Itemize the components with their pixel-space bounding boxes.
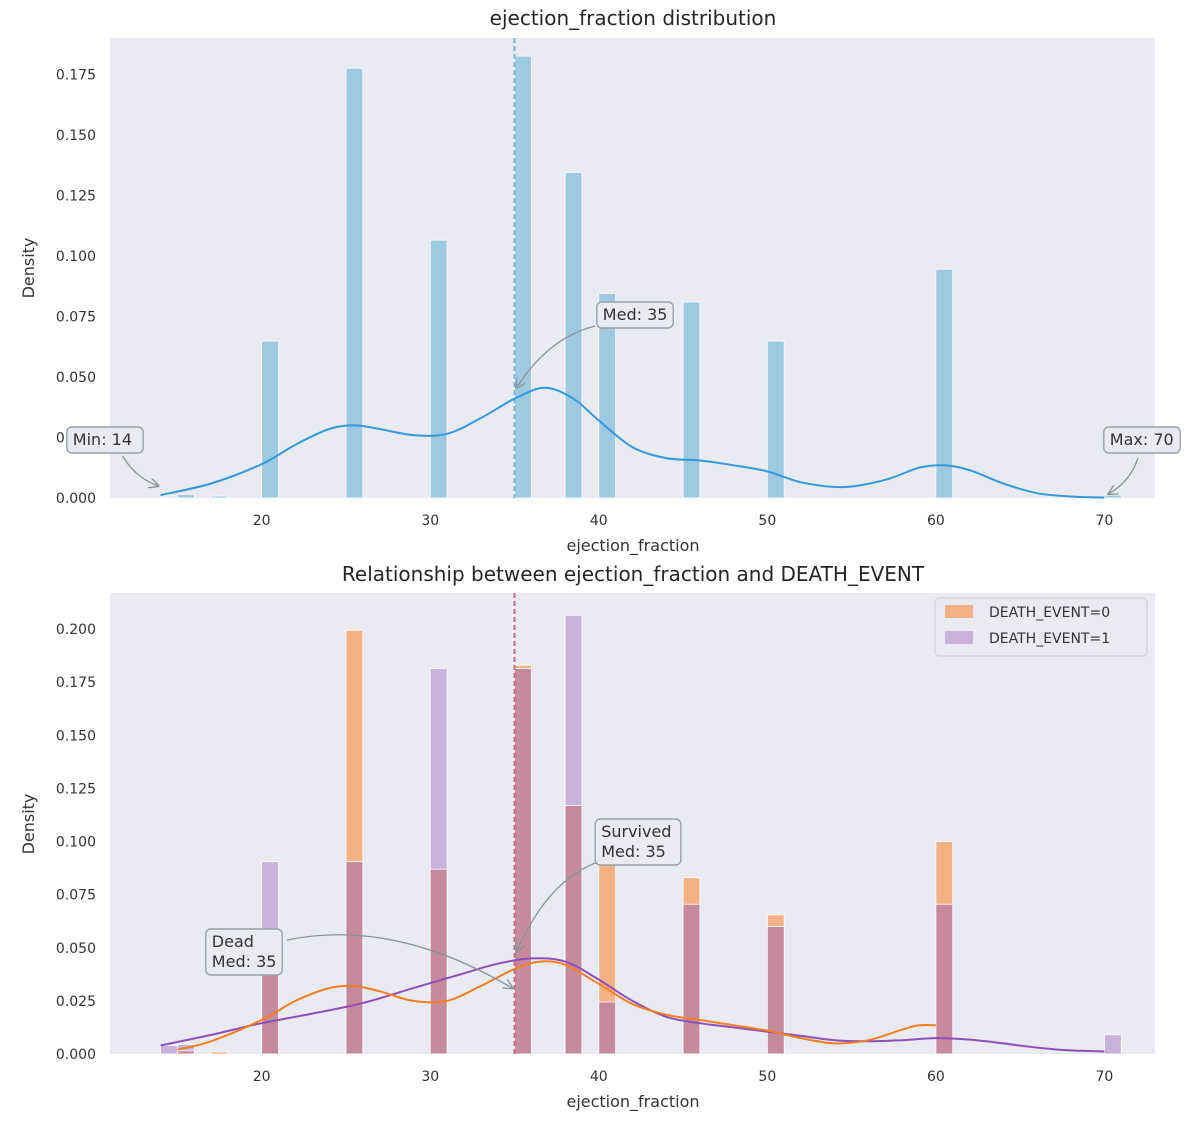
panel1-y-tick-label: 0.150 xyxy=(56,128,96,144)
histogram-bar xyxy=(1104,494,1122,499)
panel1-y-tick-label: 0.050 xyxy=(56,370,96,386)
survived-annotation-text: Survived xyxy=(601,822,671,841)
panel2-x-tick-label: 50 xyxy=(758,1069,776,1085)
panel2-y-tick-label: 0.100 xyxy=(56,835,96,851)
panel2-x-tick-label: 20 xyxy=(253,1069,271,1085)
panel2-y-tick-label: 0.050 xyxy=(56,941,96,957)
panel2-y-tick-label: 0.125 xyxy=(56,781,96,797)
min-annotation-box xyxy=(66,426,144,454)
legend-swatch-dead xyxy=(945,631,973,644)
panel1-y-tick-label: 0.075 xyxy=(56,309,96,325)
median-arrow xyxy=(517,325,596,388)
dead-bar xyxy=(160,1045,178,1055)
overlap-bar xyxy=(514,668,532,1055)
panel2-x-tick-label: 40 xyxy=(590,1069,608,1085)
panel1-x-tick-label: 50 xyxy=(758,513,776,529)
distribution-panel: ejection_fraction distribution 0.0000.02… xyxy=(19,6,1181,556)
overlap-bar xyxy=(564,805,583,1055)
overlap-bar xyxy=(682,903,701,1055)
panel2-title: Relationship between ejection_fraction a… xyxy=(342,562,925,586)
panel2-y-tick-label: 0.025 xyxy=(56,994,96,1010)
panel2-y-tick-label: 0.000 xyxy=(56,1047,96,1063)
panel2-x-ticks: 20 30 40 50 60 70 xyxy=(253,1069,1114,1085)
panel1-lines xyxy=(160,38,1105,499)
survived-annotation-text: Med: 35 xyxy=(601,842,666,861)
panel1-x-tick-label: 20 xyxy=(253,513,271,529)
panel1-x-tick-label: 60 xyxy=(927,513,945,529)
max-annotation-text: Max: 70 xyxy=(1110,430,1174,449)
panel1-x-tick-label: 40 xyxy=(590,513,608,529)
panel1-title: ejection_fraction distribution xyxy=(490,6,777,30)
death-event-panel: Relationship between ejection_fraction a… xyxy=(19,562,1155,1112)
histogram-bar xyxy=(261,340,279,499)
legend-frame xyxy=(934,597,1148,657)
panel1-x-axis-label: ejection_fraction xyxy=(566,536,699,556)
histogram-bar xyxy=(598,293,617,499)
histogram-bar xyxy=(177,493,195,499)
panel1-y-tick-label: 0.175 xyxy=(56,67,96,83)
panel1-y-tick-label: 0.100 xyxy=(56,249,96,265)
histogram-bar xyxy=(429,239,448,499)
overlap-bar xyxy=(177,1050,195,1055)
overlap-bar xyxy=(429,868,448,1055)
panel1-plot-area xyxy=(110,38,1155,498)
median-annotation-text: Med: 35 xyxy=(603,305,668,324)
max-arrow xyxy=(1108,457,1139,494)
survived-annotation-box xyxy=(594,818,682,866)
legend-label-survived: DEATH_EVENT=0 xyxy=(989,605,1110,621)
legend: DEATH_EVENT=0 DEATH_EVENT=1 xyxy=(934,597,1148,657)
panel2-x-tick-label: 60 xyxy=(927,1069,945,1085)
survived-bar xyxy=(210,1051,229,1055)
histogram-bar xyxy=(564,171,583,499)
dead-median-arrow xyxy=(286,934,513,989)
overlap-bar xyxy=(598,1001,617,1055)
overlap-bar xyxy=(345,861,364,1055)
panel1-x-ticks: 20 30 40 50 60 70 xyxy=(253,513,1114,529)
legend-label-dead: DEATH_EVENT=1 xyxy=(989,631,1110,647)
legend-swatch-survived xyxy=(945,605,973,618)
survived-median-arrow xyxy=(517,861,599,952)
dead-bar xyxy=(1104,1034,1122,1055)
panel2-y-tick-label: 0.150 xyxy=(56,728,96,744)
histogram-bar xyxy=(514,55,532,499)
dead-annotation-box xyxy=(205,928,283,976)
min-annotation-text: Min: 14 xyxy=(73,430,132,449)
dead-annotation-text: Med: 35 xyxy=(212,952,277,971)
panel1-y-axis-label: Density xyxy=(19,238,38,299)
median-annotation-box xyxy=(596,301,674,329)
histogram-bar xyxy=(766,340,785,499)
max-annotation-box xyxy=(1103,426,1181,454)
panel1-y-tick-label: 0.125 xyxy=(56,188,96,204)
panel1-x-tick-label: 70 xyxy=(1096,513,1114,529)
panel2-y-axis-label: Density xyxy=(19,794,38,855)
histogram-bar xyxy=(935,268,954,499)
panel1-y-tick-label: 0.000 xyxy=(56,491,96,507)
overlap-bar xyxy=(766,926,785,1055)
panel2-y-tick-label: 0.200 xyxy=(56,622,96,638)
panel2-histogram xyxy=(160,614,1122,1055)
panel2-x-axis-label: ejection_fraction xyxy=(566,1092,699,1112)
histogram-bar xyxy=(345,67,364,499)
panel2-y-tick-label: 0.175 xyxy=(56,675,96,691)
dead-kde-line xyxy=(160,957,1105,1053)
dead-annotation-text: Dead xyxy=(212,932,254,951)
panel2-y-tick-label: 0.075 xyxy=(56,888,96,904)
panel1-x-tick-label: 30 xyxy=(421,513,439,529)
panel2-y-ticks: 0.000 0.025 0.050 0.075 0.100 0.125 0.150 0.175… xyxy=(56,622,96,1063)
histogram-bar xyxy=(210,495,229,499)
kde-line xyxy=(160,386,1105,499)
panel2-x-tick-label: 30 xyxy=(421,1069,439,1085)
panel2-x-tick-label: 70 xyxy=(1096,1069,1114,1085)
survived-kde-line xyxy=(177,960,936,1051)
overlap-bar xyxy=(935,903,954,1055)
min-arrow xyxy=(122,455,159,486)
panel2-lines xyxy=(160,593,1105,1054)
histogram-bar xyxy=(682,301,701,499)
panel1-annotations: Min: 14 Med: 35 Max: 70 xyxy=(66,301,1181,494)
